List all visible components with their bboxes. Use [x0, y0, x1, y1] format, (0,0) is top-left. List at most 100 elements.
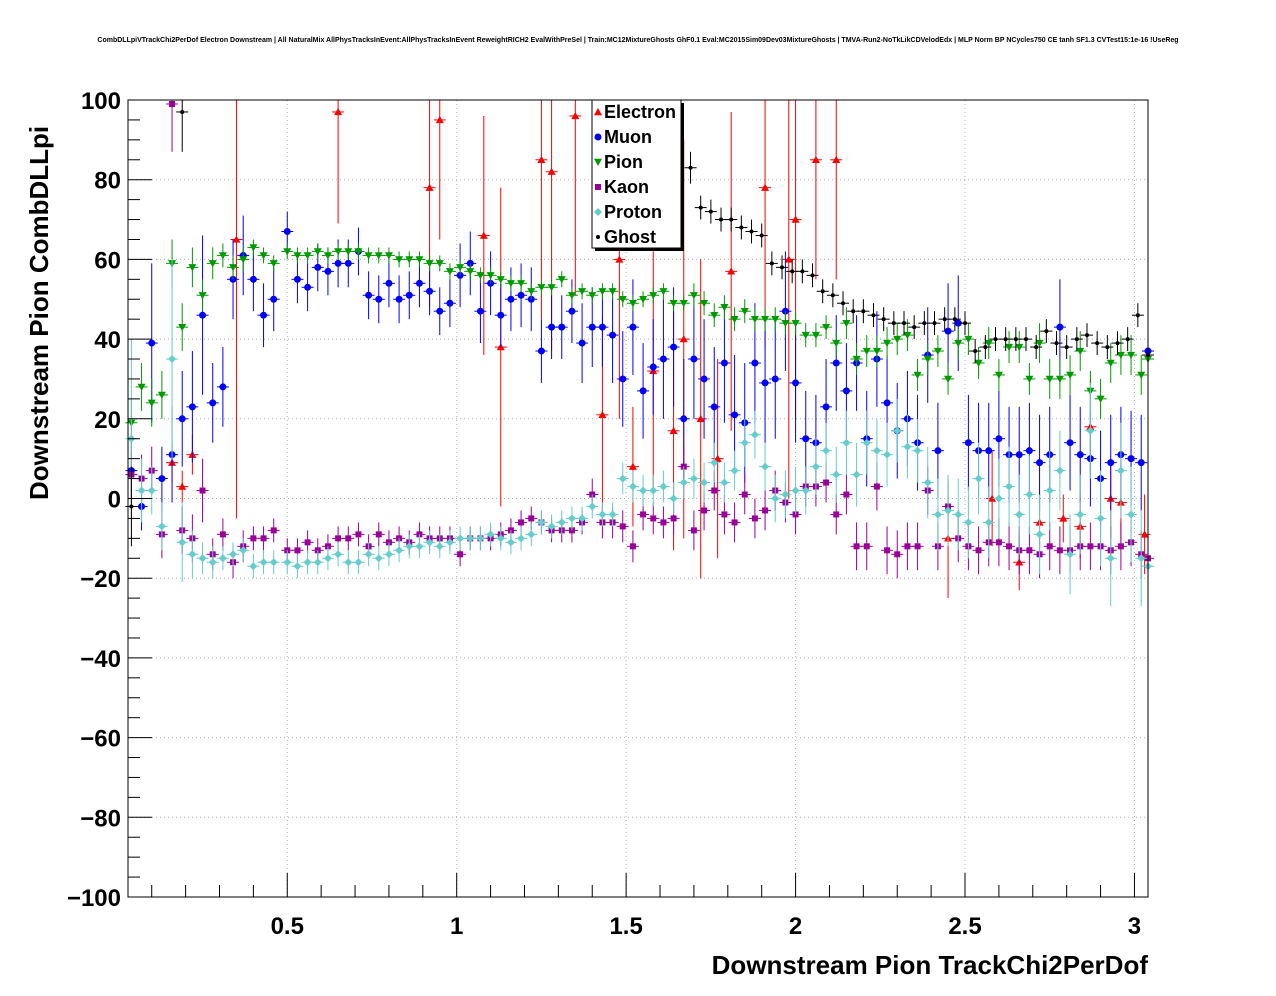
- pion-marker: [903, 331, 912, 340]
- pion-point: [311, 243, 324, 260]
- proton-point: [227, 542, 240, 567]
- pion-point: [870, 335, 883, 367]
- muon-marker: [1056, 323, 1064, 331]
- legend-label-ghost: Ghost: [604, 227, 656, 247]
- proton-point: [1013, 474, 1026, 555]
- ghost-point: [715, 207, 728, 232]
- chart-title: CombDLLpiVTrackChi2PerDof Electron Downs…: [97, 37, 1178, 44]
- proton-marker: [578, 514, 587, 523]
- kaon-marker: [270, 527, 277, 534]
- ghost-point: [125, 466, 138, 547]
- muon-point: [403, 271, 416, 320]
- electron-marker: [791, 215, 800, 223]
- muon-marker: [720, 359, 728, 367]
- y-tick-label: −40: [80, 646, 121, 673]
- proton-marker: [669, 494, 678, 503]
- ghost-point: [999, 327, 1012, 352]
- proton-marker: [496, 534, 505, 543]
- kaon-point: [352, 522, 365, 547]
- proton-marker: [1066, 550, 1075, 559]
- electron-point: [759, 100, 772, 348]
- proton-marker: [801, 486, 810, 495]
- muon-marker: [629, 323, 637, 331]
- ghost-marker: [698, 205, 703, 210]
- kaon-point: [216, 518, 229, 551]
- pion-marker: [639, 296, 648, 304]
- proton-marker: [374, 554, 383, 563]
- muon-marker: [832, 359, 840, 367]
- electron-marker: [628, 462, 637, 470]
- muon-marker: [578, 339, 586, 347]
- kaon-point: [166, 100, 179, 152]
- electron-marker: [669, 426, 678, 434]
- pion-marker: [188, 264, 197, 272]
- pion-marker: [157, 391, 166, 399]
- proton-marker: [293, 562, 302, 571]
- y-tick-label: −100: [67, 885, 121, 912]
- ghost-point: [989, 327, 1002, 352]
- pion-point: [1094, 378, 1107, 419]
- proton-point: [1043, 450, 1056, 531]
- ghost-point: [979, 335, 992, 360]
- electron-marker: [615, 255, 624, 263]
- proton-point: [362, 542, 375, 567]
- ghost-point: [877, 307, 890, 332]
- pion-point: [257, 247, 270, 264]
- electron-marker: [1059, 514, 1068, 522]
- pion-point: [789, 311, 802, 336]
- muon-marker: [802, 435, 810, 443]
- kaon-point: [748, 498, 761, 539]
- electron-marker: [832, 155, 841, 163]
- kaon-marker: [169, 100, 176, 107]
- ghost-point: [765, 251, 778, 276]
- pion-point: [931, 335, 944, 367]
- proton-marker: [269, 558, 278, 567]
- pion-point: [545, 279, 558, 296]
- pion-marker: [883, 339, 892, 348]
- ghost-point: [1060, 335, 1073, 360]
- electron-marker: [727, 267, 736, 275]
- proton-marker: [1116, 466, 1125, 475]
- pion-point: [901, 319, 914, 352]
- proton-point: [206, 546, 219, 579]
- electron-point: [477, 115, 490, 356]
- ghost-marker: [739, 225, 744, 230]
- pion-marker: [425, 260, 434, 268]
- pion-marker: [269, 260, 278, 268]
- pion-marker: [1137, 371, 1146, 379]
- proton-marker: [618, 474, 627, 483]
- pion-point: [474, 267, 487, 284]
- proton-point: [186, 530, 199, 579]
- proton-marker: [791, 486, 800, 495]
- electron-point: [694, 259, 707, 579]
- pion-marker: [822, 323, 831, 332]
- proton-point: [840, 410, 853, 475]
- electron-marker: [479, 231, 488, 239]
- ghost-point: [837, 291, 850, 316]
- muon-marker: [1066, 439, 1074, 447]
- muon-marker: [751, 359, 759, 367]
- kaon-point: [860, 522, 873, 571]
- pion-marker: [628, 300, 637, 308]
- pion-point: [657, 283, 670, 300]
- proton-point: [393, 538, 406, 563]
- muon-marker: [1025, 447, 1033, 455]
- ghost-point: [1070, 327, 1083, 352]
- muon-point: [982, 402, 995, 499]
- proton-point: [413, 534, 426, 559]
- kaon-marker: [375, 531, 382, 538]
- proton-marker: [208, 558, 217, 567]
- muon-point: [362, 271, 375, 320]
- pion-marker: [303, 252, 312, 260]
- kaon-marker: [762, 507, 769, 514]
- legend-entry-electron: Electron: [594, 102, 676, 122]
- ghost-marker: [800, 269, 805, 274]
- ghost-marker: [1064, 345, 1069, 350]
- proton-marker: [1076, 510, 1085, 519]
- legend-box: [591, 99, 682, 249]
- pion-point: [881, 327, 894, 360]
- muon-marker: [158, 475, 166, 483]
- ghost-marker: [881, 317, 886, 322]
- kaon-marker: [884, 547, 891, 554]
- proton-marker: [354, 558, 363, 567]
